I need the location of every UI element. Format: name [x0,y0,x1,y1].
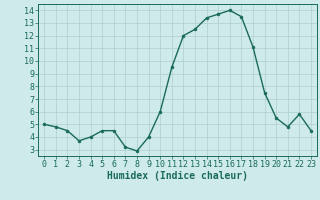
X-axis label: Humidex (Indice chaleur): Humidex (Indice chaleur) [107,171,248,181]
